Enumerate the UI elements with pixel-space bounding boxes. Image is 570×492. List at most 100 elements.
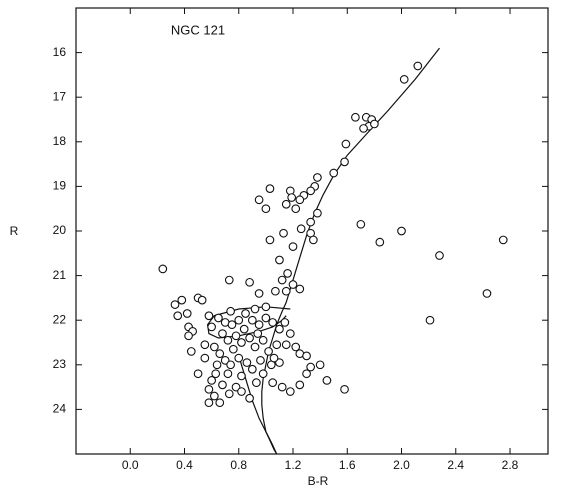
- star-point: [306, 362, 315, 372]
- star-point: [275, 255, 284, 265]
- star-point: [231, 382, 241, 392]
- x-tick-label: 2.4: [447, 458, 464, 472]
- star-point: [204, 398, 214, 408]
- star-point: [302, 369, 311, 379]
- annotation: NGC 121: [171, 22, 225, 37]
- star-point: [223, 335, 233, 345]
- star-point: [425, 315, 435, 325]
- star-point: [281, 199, 291, 209]
- star-point: [275, 358, 284, 367]
- y-tick-label: 17: [53, 89, 67, 103]
- star-point: [245, 393, 254, 403]
- star-point: [226, 306, 235, 316]
- x-tick-label: 0.4: [176, 458, 193, 472]
- star-point: [173, 311, 183, 321]
- star-point: [285, 329, 295, 338]
- star-point: [261, 302, 271, 312]
- star-point: [247, 315, 257, 325]
- star-point: [245, 333, 254, 343]
- star-point: [280, 318, 290, 327]
- star-point: [252, 378, 261, 387]
- x-tick-label: 0.8: [230, 458, 247, 472]
- star-point: [341, 139, 351, 149]
- star-point: [224, 275, 234, 285]
- star-point: [482, 289, 492, 298]
- star-point: [272, 340, 282, 350]
- y-tick-label: 18: [53, 134, 67, 148]
- star-point: [223, 369, 233, 379]
- star-point: [211, 369, 221, 379]
- star-point: [291, 204, 301, 214]
- star-point: [218, 329, 227, 338]
- star-point: [399, 75, 409, 84]
- star-point: [351, 112, 360, 122]
- star-point: [291, 342, 301, 352]
- y-tick-label: 16: [53, 45, 67, 59]
- star-point: [247, 364, 257, 374]
- y-axis-label: R: [10, 224, 19, 238]
- star-point: [277, 382, 287, 392]
- star-point: [295, 380, 305, 390]
- star-point: [256, 355, 265, 365]
- star-point: [302, 351, 311, 361]
- x-tick-label: 0.0: [122, 458, 139, 472]
- isochrone: [238, 355, 278, 455]
- star-point: [212, 360, 222, 370]
- star-point: [253, 329, 263, 338]
- star-point: [277, 275, 287, 285]
- star-point: [245, 277, 254, 287]
- y-tick-label: 19: [53, 179, 67, 193]
- star-point: [254, 289, 264, 298]
- star-point: [258, 335, 268, 345]
- star-point: [182, 309, 192, 318]
- star-point: [254, 320, 264, 330]
- star-point: [268, 378, 278, 387]
- star-point: [231, 331, 241, 341]
- star-point: [306, 217, 315, 227]
- star-point: [158, 264, 168, 274]
- star-point: [209, 391, 219, 401]
- y-tick-label: 24: [53, 402, 67, 416]
- star-point: [287, 193, 297, 202]
- star-point: [227, 320, 237, 330]
- star-point: [261, 313, 271, 323]
- star-point: [397, 226, 406, 236]
- star-point: [242, 358, 252, 367]
- star-point: [237, 338, 246, 347]
- star-point: [340, 384, 349, 394]
- star-point: [220, 355, 230, 365]
- star-point: [281, 286, 291, 296]
- star-point: [239, 324, 249, 334]
- y-tick-label: 23: [53, 357, 67, 371]
- star-point: [313, 208, 322, 218]
- star-point: [234, 315, 244, 325]
- star-point: [250, 304, 260, 314]
- y-tick-label: 21: [53, 268, 67, 282]
- star-point: [356, 219, 366, 229]
- star-point: [226, 360, 235, 370]
- x-tick-label: 2.8: [502, 458, 519, 472]
- star-point: [269, 353, 279, 363]
- star-point: [261, 204, 271, 214]
- star-point: [228, 344, 238, 354]
- star-point: [254, 195, 264, 205]
- star-point: [375, 237, 385, 247]
- star-point: [275, 324, 284, 334]
- star-point: [184, 331, 193, 341]
- star-point: [215, 349, 225, 359]
- star-point: [309, 235, 318, 245]
- star-point: [295, 284, 305, 294]
- star-point: [209, 342, 219, 352]
- star-point: [207, 376, 216, 385]
- star-point: [215, 398, 225, 408]
- star-point: [315, 360, 325, 370]
- star-point: [265, 184, 275, 193]
- x-tick-label: 1.2: [285, 458, 302, 472]
- star-point: [271, 286, 280, 296]
- star-point: [207, 322, 216, 332]
- star-point: [306, 186, 315, 196]
- star-point: [265, 235, 275, 245]
- star-point: [170, 300, 180, 309]
- star-point: [285, 387, 295, 396]
